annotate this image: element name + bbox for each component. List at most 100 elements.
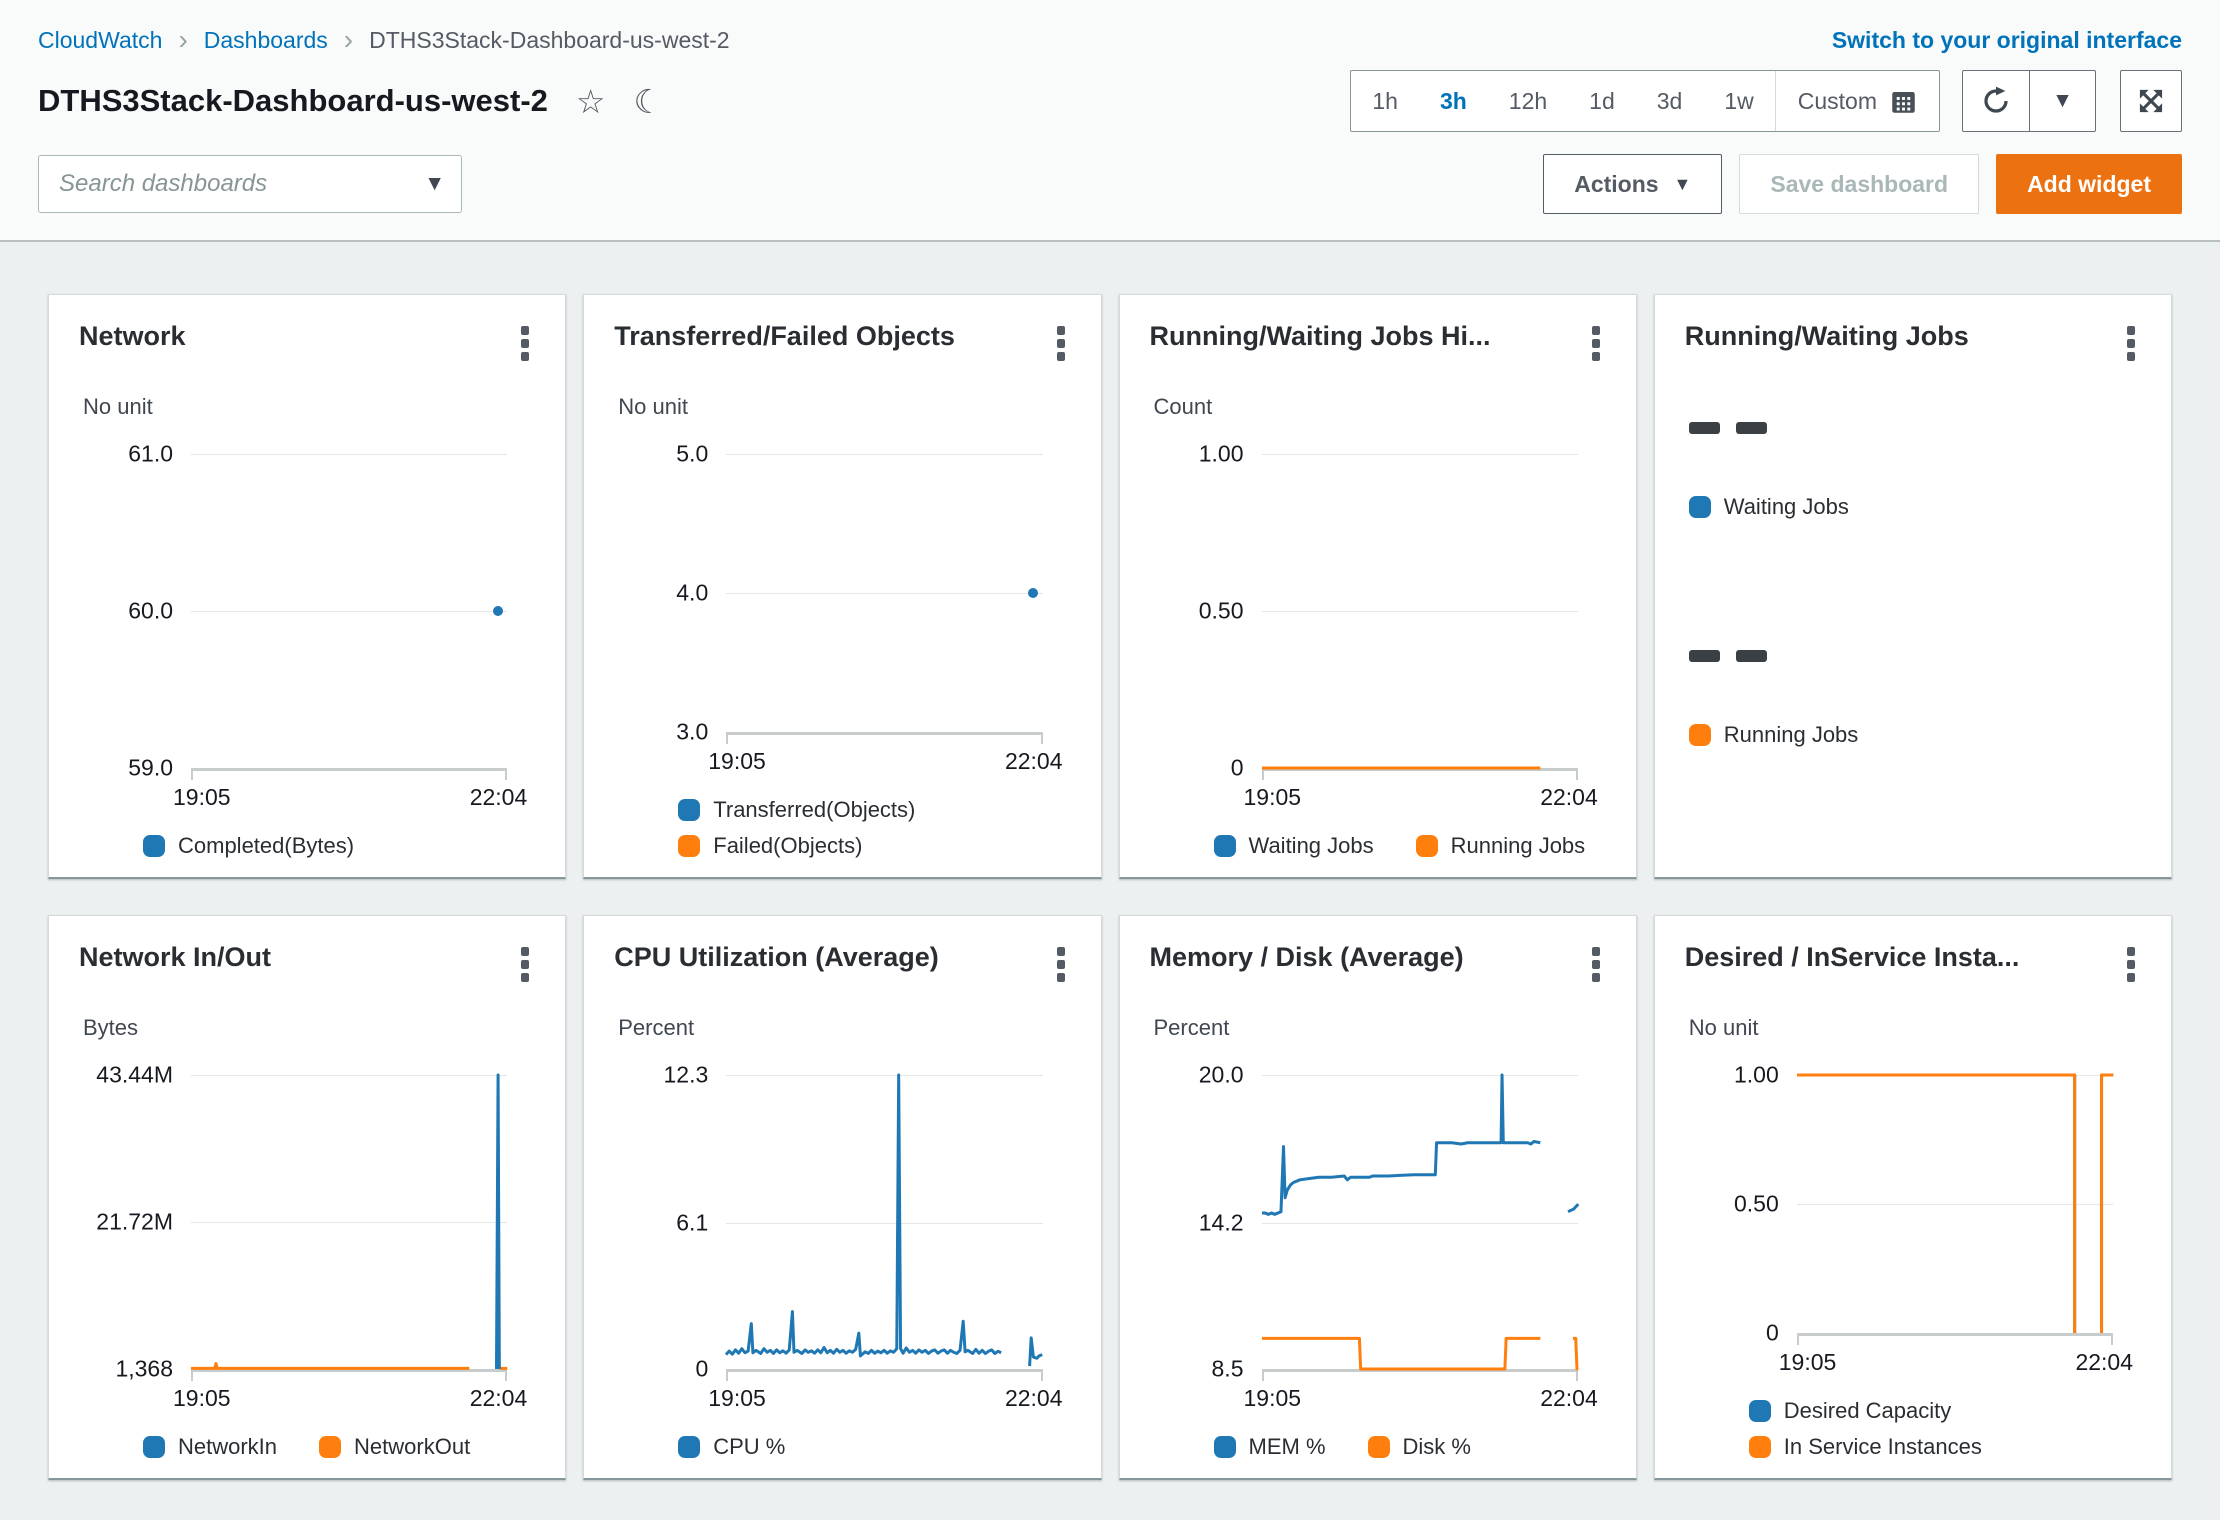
legend-label: Failed(Objects) [713,833,863,858]
fullscreen-button[interactable] [2120,70,2182,132]
plot-area: 12.3 6.1 0 [663,1062,1043,1382]
widget-menu-kebab-icon[interactable] [1586,942,1606,987]
series-line [2101,1075,2113,1333]
widget-header: Desired / InService Insta... [1685,942,2141,987]
gridline [1261,611,1578,612]
value-dashes [1688,422,2141,434]
x-axis-label-start: 19:05 [1778,1349,1837,1375]
search-input[interactable] [57,169,425,199]
unit-label: Count [1153,394,1213,419]
series-line [496,1075,499,1369]
unit-label: No unit [1688,1015,1759,1040]
add-widget-button[interactable]: Add widget [1996,154,2182,214]
widget-menu-kebab-icon[interactable] [1586,321,1606,366]
widget-card: Transferred/Failed Objects No unit 5.0 4.0 3… [583,294,1102,879]
legend-item[interactable]: MEM % [1213,1434,1326,1460]
time-range-1h[interactable]: 1h [1372,87,1398,114]
legend-swatch [1415,835,1438,857]
unit-label: No unit [83,394,153,419]
time-range-1d[interactable]: 1d [1589,87,1615,114]
time-range-3h[interactable]: 3h [1439,87,1467,114]
refresh-options-button[interactable]: ▼ [2029,71,2095,131]
legend-label: NetworkIn [178,1434,278,1459]
legend-item[interactable]: CPU % [678,1434,785,1460]
series-line [1797,1075,2075,1333]
widget-menu-kebab-icon[interactable] [2121,942,2141,987]
chart-canvas [1262,1075,1578,1369]
widget-title: Running/Waiting Jobs Hi... [1149,321,1491,351]
time-range-3d[interactable]: 3d [1656,87,1683,114]
legend-item[interactable]: In Service Instances [1748,1434,1982,1460]
legend-swatch [1688,724,1711,746]
y-axis-label: 5.0 [676,440,709,467]
legend-label: Running Jobs [1450,833,1586,858]
legend-item[interactable]: Desired Capacity [1748,1398,1951,1424]
legend-item[interactable]: Running Jobs [1415,833,1586,859]
gridline [1796,1333,2114,1345]
series-line [191,1364,469,1369]
gridline [1261,768,1579,780]
legend-swatch [678,835,701,857]
gridline [191,454,508,455]
y-axis-label: 0.50 [1198,597,1244,624]
legend-item[interactable]: Completed(Bytes) [143,833,354,859]
x-axis-label-start: 19:05 [173,784,231,810]
series-line [1797,1075,2075,1333]
dashboard-body: Network No unit 61.0 60.0 59.0 19:05 22:04 Comp… [0,242,2220,1520]
unit-label: No unit [618,394,688,419]
time-range-custom[interactable]: Custom [1774,71,1939,131]
y-axis-label: 0 [1765,1319,1779,1346]
legend-item[interactable]: Disk % [1367,1434,1471,1460]
time-range-1w[interactable]: 1w [1724,87,1754,114]
legend-item[interactable]: Waiting Jobs [1213,833,1374,859]
time-range-12h[interactable]: 12h [1508,87,1548,114]
save-dashboard-button[interactable]: Save dashboard [1739,154,1980,214]
y-axis-label: 1,368 [115,1355,173,1382]
breadcrumb: CloudWatch › Dashboards › DTHS3Stack-Das… [38,26,730,54]
refresh-button[interactable] [1963,71,2029,131]
widget-menu-kebab-icon[interactable] [2121,321,2141,366]
gridline [191,768,508,780]
widget-menu-kebab-icon[interactable] [1051,321,1071,366]
time-controls: 1h 3h 12h 1d 3d 1w Custom [1350,70,2182,132]
legend-item[interactable]: Waiting Jobs [1688,494,2141,520]
fullscreen-expand-icon [2137,87,2165,115]
legend-item[interactable]: NetworkIn [143,1434,277,1460]
widget-card: Desired / InService Insta... No unit 1.00 0… [1653,915,2172,1480]
search-dashboards-box: ▼ [38,155,462,213]
widget-menu-kebab-icon[interactable] [1051,942,1071,987]
x-axis-labels: 19:05 22:04 [1244,1385,1598,1412]
legend-label: Running Jobs [1723,722,1859,747]
series-line [1262,1338,1540,1369]
widget-menu-kebab-icon[interactable] [515,942,535,987]
favorite-star-icon[interactable]: ☆ [575,82,606,120]
breadcrumb-link-cloudwatch[interactable]: CloudWatch [38,26,163,53]
switch-interface-link[interactable]: Switch to your original interface [1831,26,2182,53]
page-header: CloudWatch › Dashboards › DTHS3Stack-Das… [0,0,2220,242]
legend-item[interactable]: Running Jobs [1688,722,2141,748]
gridline [726,1075,1043,1076]
widget-grid: Network No unit 61.0 60.0 59.0 19:05 22:04 Comp… [0,242,2220,1520]
chart-canvas [1262,454,1578,768]
chart-legend: Desired Capacity In Service Instances [1748,1398,2141,1460]
dark-mode-moon-icon[interactable]: ☾ [633,82,664,120]
widget-menu-kebab-icon[interactable] [515,321,535,366]
x-axis-label-end: 22:04 [2075,1349,2133,1375]
y-axis-label: 4.0 [676,579,709,606]
y-axis-label: 0 [695,1355,709,1382]
calendar-icon [1890,88,1917,115]
y-axis-label: 14.2 [1198,1209,1244,1236]
gridline [726,454,1043,455]
legend-item[interactable]: Transferred(Objects) [678,797,915,823]
y-axis-label: 12.3 [663,1061,709,1088]
plot-area: 61.0 60.0 59.0 [128,441,508,781]
search-dropdown-icon[interactable]: ▼ [424,172,445,195]
legend-item[interactable]: Failed(Objects) [678,833,862,859]
breadcrumb-link-dashboards[interactable]: Dashboards [203,26,328,53]
gridline [191,1075,508,1076]
legend-label: NetworkOut [354,1434,471,1459]
legend-item[interactable]: NetworkOut [319,1434,470,1460]
legend-swatch [678,1436,701,1458]
y-axis-label: 20.0 [1198,1061,1244,1088]
actions-button[interactable]: Actions ▼ [1543,154,1723,214]
